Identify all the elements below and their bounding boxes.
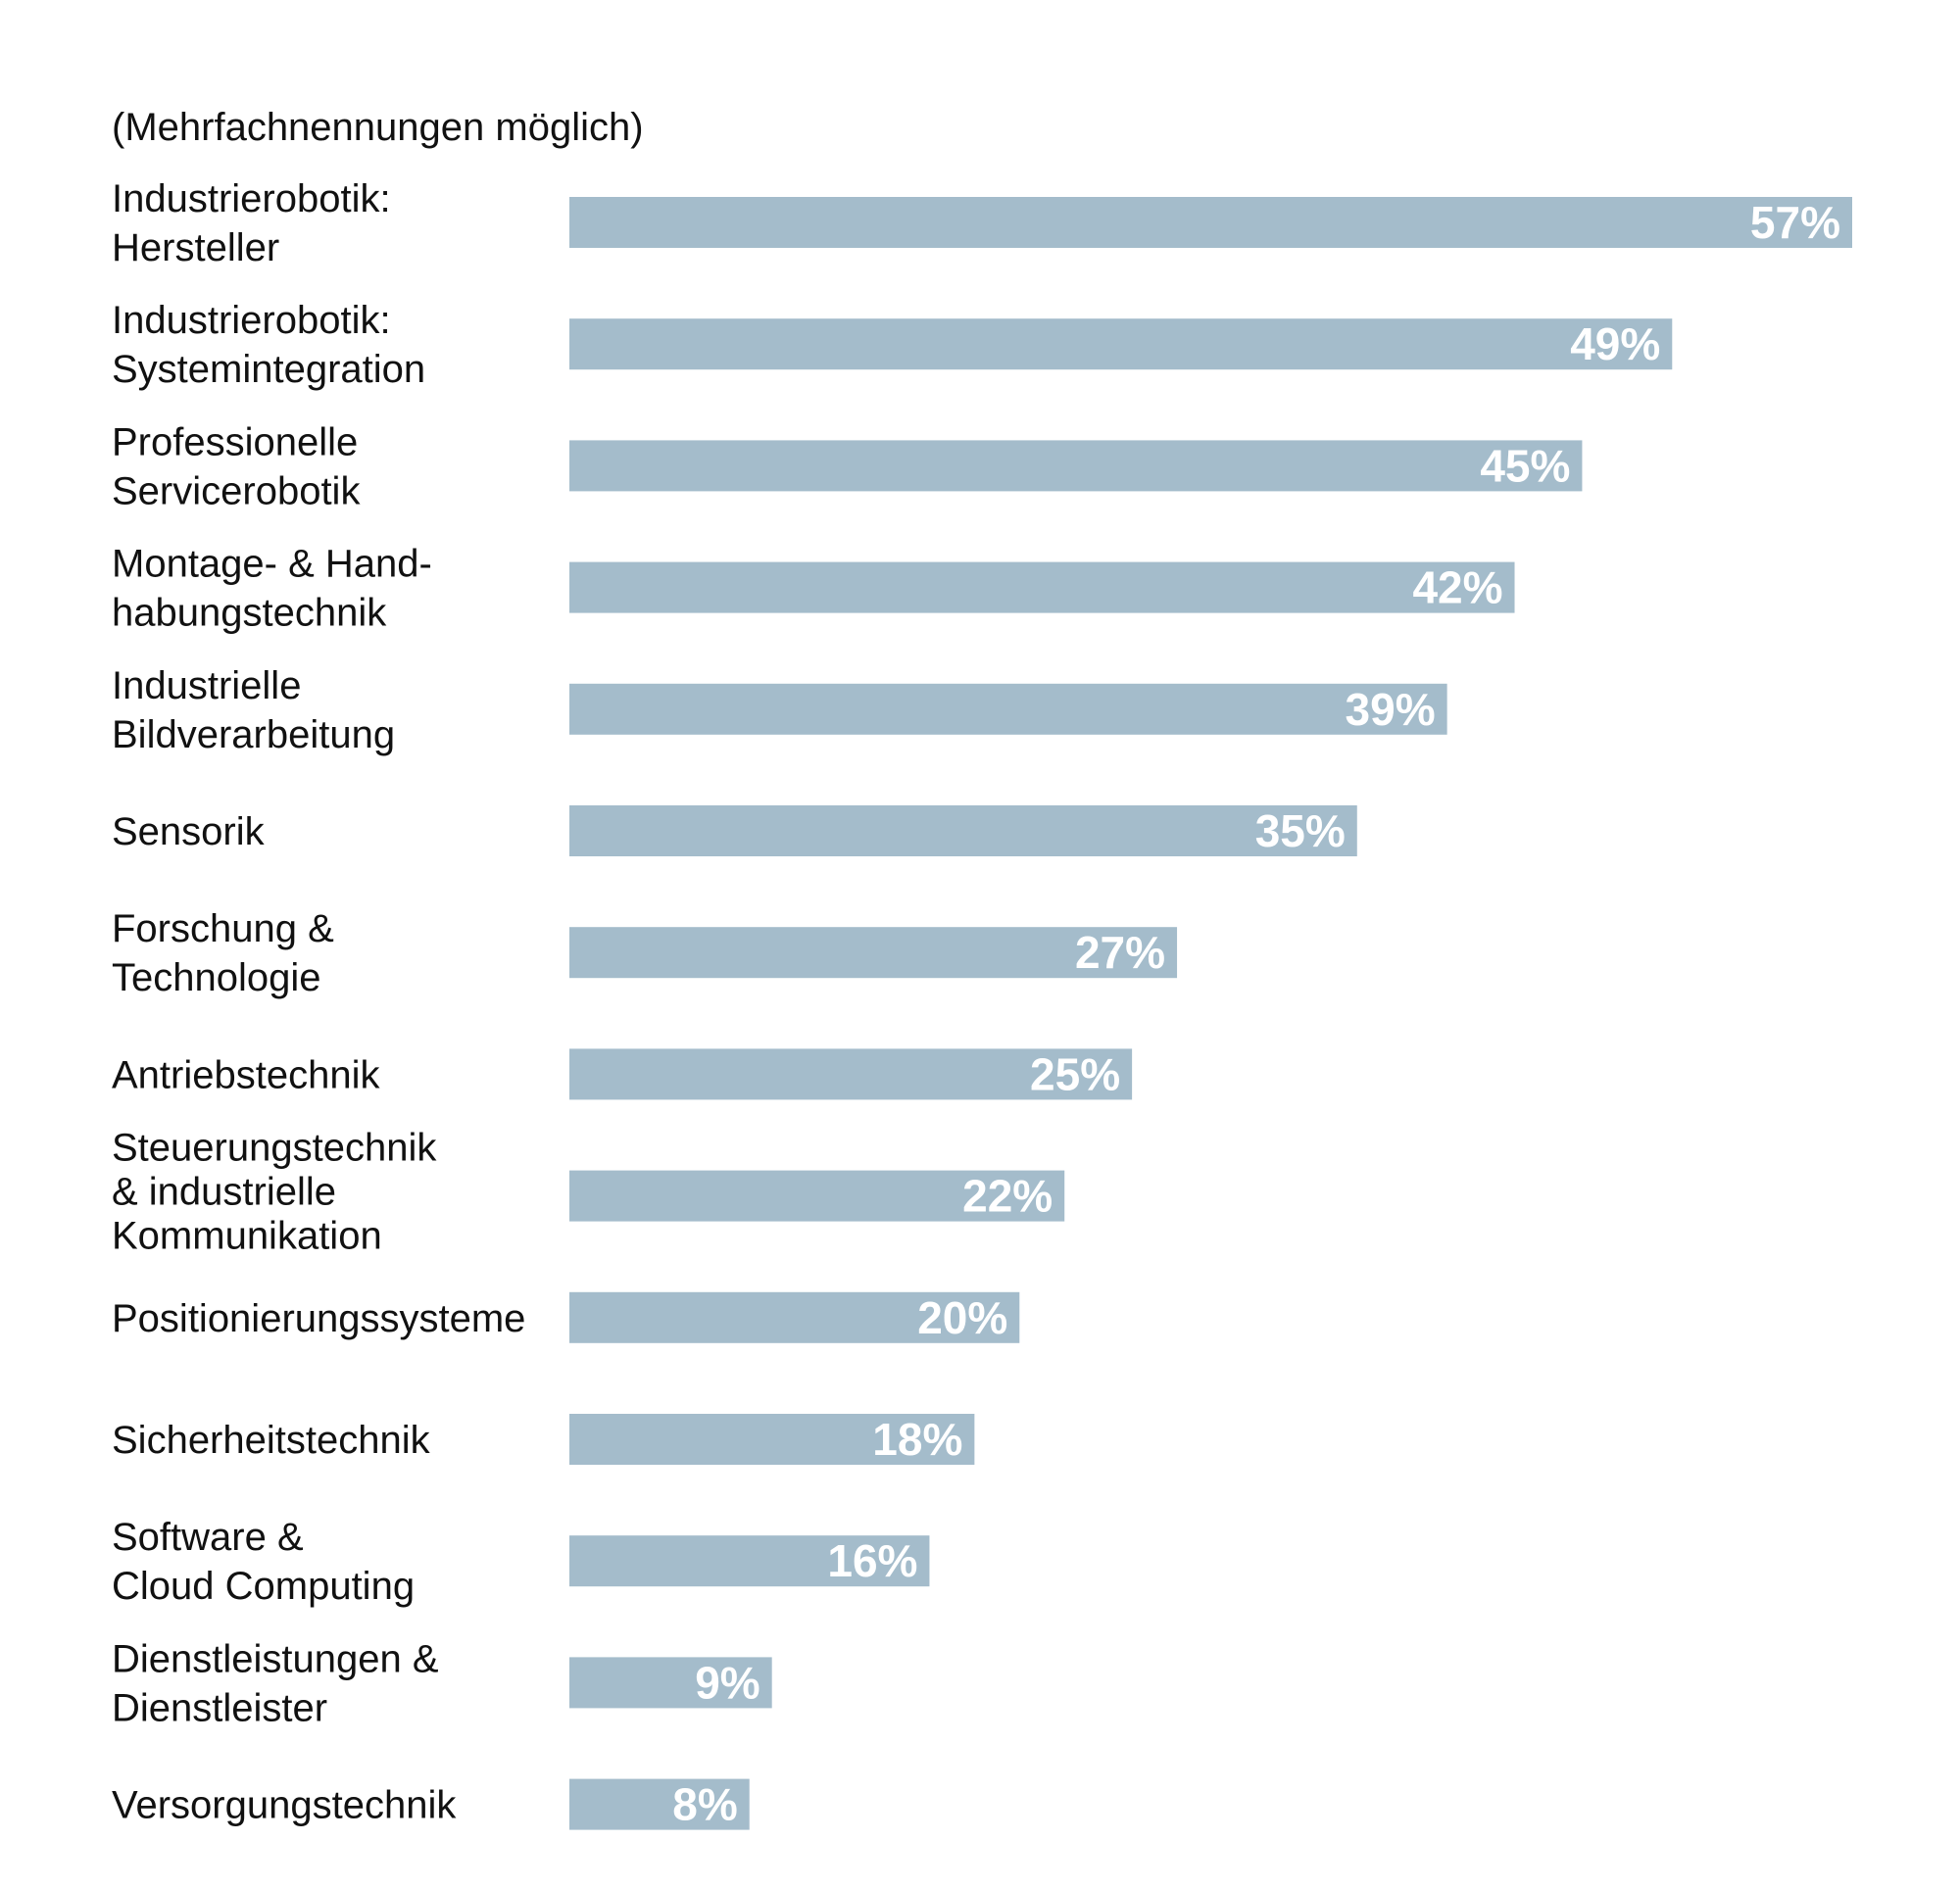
bar: [569, 805, 1357, 856]
category-label: Sicherheitstechnik: [112, 1419, 431, 1462]
bar: [569, 1170, 1065, 1222]
value-label: 9%: [695, 1657, 760, 1708]
category-label-line: Sicherheitstechnik: [112, 1419, 431, 1462]
category-label-line: Cloud Computing: [112, 1565, 415, 1608]
value-label: 42%: [1412, 562, 1502, 613]
category-label: Versorgungstechnik: [112, 1784, 457, 1827]
bar-row: 27% Forschung & Technologie: [112, 907, 1178, 999]
value-label: 39%: [1346, 684, 1436, 735]
value-label: 49%: [1570, 318, 1660, 369]
bar: [569, 1535, 930, 1587]
category-label-line: Forschung &: [112, 907, 334, 950]
bar: [569, 1291, 1020, 1343]
bar-row: 39% Industrielle Bildverarbeitung: [112, 664, 1447, 756]
category-label-line: Software &: [112, 1516, 304, 1559]
category-label-line: Montage- & Hand-: [112, 543, 432, 586]
category-label-line: Dienstleistungen &: [112, 1637, 439, 1680]
bar: [569, 683, 1447, 735]
category-label-line: Dienstleister: [112, 1686, 327, 1729]
bar-row: 57% Industrierobotik: Hersteller: [112, 177, 1852, 269]
bar: [569, 440, 1583, 492]
bar: [569, 927, 1178, 979]
bar: [569, 1048, 1133, 1100]
category-label-line: Antriebstechnik: [112, 1053, 380, 1096]
value-label: 27%: [1075, 927, 1165, 978]
bar: [569, 197, 1852, 248]
category-label-line: Hersteller: [112, 226, 279, 269]
category-label: Steuerungstechnik & industrielle Kommunika…: [112, 1127, 437, 1258]
bar-row: 8% Versorgungstechnik: [112, 1778, 750, 1830]
category-label-line: Bildverarbeitung: [112, 713, 395, 756]
category-label: Software & Cloud Computing: [112, 1516, 415, 1608]
category-label-line: Kommunikation: [112, 1215, 382, 1258]
value-label: 16%: [827, 1535, 917, 1586]
bar-row: 20% Positionierungssysteme: [112, 1291, 1020, 1343]
bar-row: 49% Industrierobotik: Systemintegration: [112, 299, 1673, 391]
bar-row: 35% Sensorik: [112, 805, 1357, 856]
bar-row: 9% Dienstleistungen & Dienstleister: [112, 1637, 772, 1729]
value-label: 25%: [1030, 1048, 1120, 1099]
bar: [569, 318, 1673, 370]
category-label: Positionierungssysteme: [112, 1297, 525, 1340]
category-label-line: Steuerungstechnik: [112, 1127, 437, 1170]
category-label: Sensorik: [112, 810, 266, 853]
category-label-line: & industrielle: [112, 1171, 336, 1214]
category-label: Industrierobotik: Systemintegration: [112, 299, 425, 391]
value-label: 57%: [1750, 197, 1840, 248]
category-label-line: Positionierungssysteme: [112, 1297, 525, 1340]
category-label: Industrierobotik: Hersteller: [112, 177, 391, 269]
bar: [569, 1778, 750, 1830]
category-label: Dienstleistungen & Dienstleister: [112, 1637, 439, 1729]
bar: [569, 561, 1515, 613]
category-label: Forschung & Technologie: [112, 907, 334, 999]
category-label-line: Industrierobotik:: [112, 177, 391, 220]
value-label: 18%: [872, 1414, 962, 1465]
category-label-line: Sensorik: [112, 810, 266, 853]
category-label: Antriebstechnik: [112, 1053, 380, 1096]
category-label-line: Professionelle: [112, 420, 358, 463]
category-label: Industrielle Bildverarbeitung: [112, 664, 395, 756]
bar-row: 45% Professionelle Servicerobotik: [112, 420, 1583, 512]
value-label: 20%: [917, 1292, 1007, 1343]
bar-row: 16% Software & Cloud Computing: [112, 1516, 930, 1608]
bar-row: 18% Sicherheitstechnik: [112, 1414, 975, 1465]
bars-layer: 57% Industrierobotik: Hersteller 49% Industr…: [112, 177, 1852, 1830]
value-label: 22%: [962, 1171, 1053, 1222]
value-label: 35%: [1255, 805, 1346, 856]
category-label-line: habungstechnik: [112, 592, 387, 635]
category-label: Montage- & Hand-habungstechnik: [112, 543, 432, 635]
category-label: Professionelle Servicerobotik: [112, 420, 361, 512]
bar-row: 22% Steuerungstechnik & industrielle Kommun…: [112, 1127, 1065, 1258]
category-label-line: Systemintegration: [112, 348, 425, 391]
bar: [569, 1414, 975, 1465]
bar-row: 25% Antriebstechnik: [112, 1048, 1133, 1100]
category-label-line: Industrielle: [112, 664, 301, 707]
category-label-line: Technologie: [112, 956, 321, 999]
category-label-line: Industrierobotik:: [112, 299, 391, 342]
value-label: 8%: [672, 1779, 737, 1830]
value-label: 45%: [1480, 440, 1570, 491]
chart-note: (Mehrfachnennungen möglich): [112, 106, 644, 149]
bar-row: 42% Montage- & Hand-habungstechnik: [112, 543, 1515, 635]
category-label-line: Versorgungstechnik: [112, 1784, 457, 1827]
category-label-line: Servicerobotik: [112, 469, 361, 512]
bar: [569, 1657, 772, 1709]
